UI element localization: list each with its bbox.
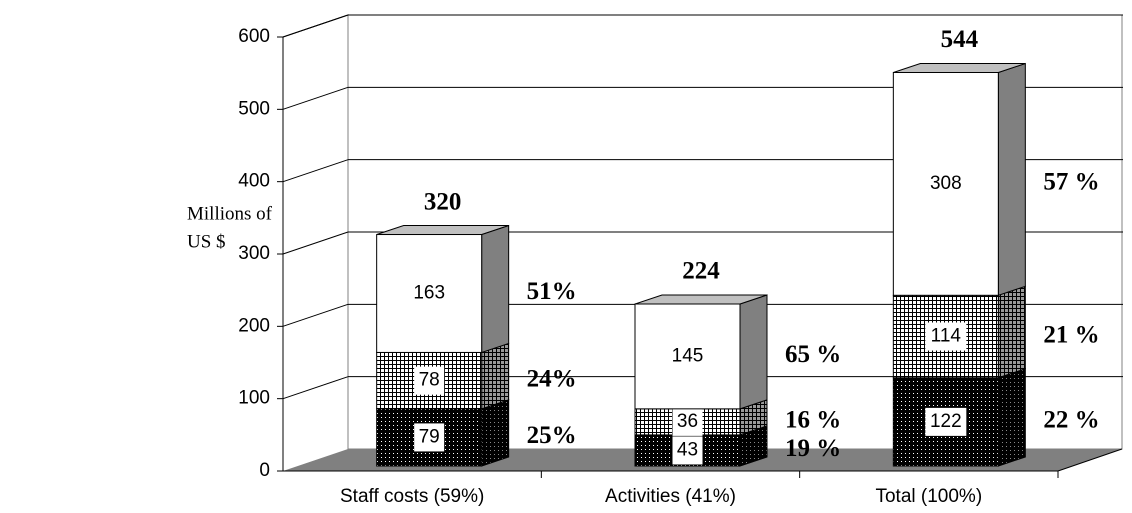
y-tick-label: 400 (238, 171, 270, 192)
share-label: 25% (527, 422, 577, 449)
share-label: 19 % (785, 435, 841, 462)
x-tick-label: Total (100%) (875, 486, 982, 507)
bar-side (997, 62, 1026, 296)
bar-side (997, 368, 1026, 467)
value-label: 78 (419, 370, 440, 391)
value-label: 114 (931, 326, 962, 347)
share-label: 57 % (1043, 169, 1099, 196)
bar-side (997, 285, 1026, 379)
label-box (925, 407, 967, 436)
value-label: 36 (677, 411, 698, 432)
y-tick-label: 300 (238, 243, 270, 264)
bar-side (481, 342, 510, 410)
label-box (414, 423, 445, 452)
grid-line (282, 14, 349, 38)
value-label: 145 (672, 345, 704, 366)
y-tick-label: 500 (238, 98, 270, 119)
bar (892, 294, 999, 379)
label-box (672, 407, 703, 436)
share-label: 22 % (1043, 407, 1099, 434)
share-label: 65 % (785, 341, 841, 368)
y-axis-label: US $ (187, 231, 226, 252)
bar-top (376, 225, 509, 236)
label-box (925, 322, 967, 351)
value-label: 43 (677, 439, 698, 460)
y-tick-label: 0 (259, 460, 270, 481)
floor-edge (1057, 448, 1123, 472)
x-tick-label: Activities (41%) (605, 486, 736, 507)
y-tick-label: 100 (238, 388, 270, 409)
bar-side (739, 294, 768, 410)
bar-top (893, 63, 1026, 74)
value-label: 163 (413, 283, 445, 304)
bar-top (634, 294, 768, 305)
label-box (408, 279, 450, 308)
bar-side (481, 224, 510, 354)
total-label: 320 (424, 188, 462, 215)
grid-line (282, 231, 349, 255)
label-box (667, 342, 708, 371)
grid-line (282, 159, 349, 183)
grid-line (282, 303, 349, 327)
value-label: 122 (930, 411, 962, 432)
total-label: 544 (941, 26, 979, 53)
label-box (925, 169, 967, 198)
share-label: 51% (527, 278, 577, 305)
label-box (672, 436, 703, 465)
share-label: 21 % (1043, 321, 1099, 348)
y-tick-label: 200 (238, 315, 270, 336)
total-label: 224 (682, 258, 720, 285)
y-axis-label: Millions of (187, 203, 273, 224)
share-label: 24% (527, 365, 577, 392)
share-label: 16 % (785, 407, 841, 434)
y-tick-label: 600 (238, 26, 270, 47)
x-tick-label: Staff costs (59%) (340, 486, 484, 507)
grid-line (282, 376, 349, 400)
bar-side (481, 399, 510, 467)
label-box (414, 366, 445, 395)
value-label: 308 (930, 173, 962, 194)
value-label: 79 (419, 426, 440, 447)
grid-line (282, 86, 349, 110)
